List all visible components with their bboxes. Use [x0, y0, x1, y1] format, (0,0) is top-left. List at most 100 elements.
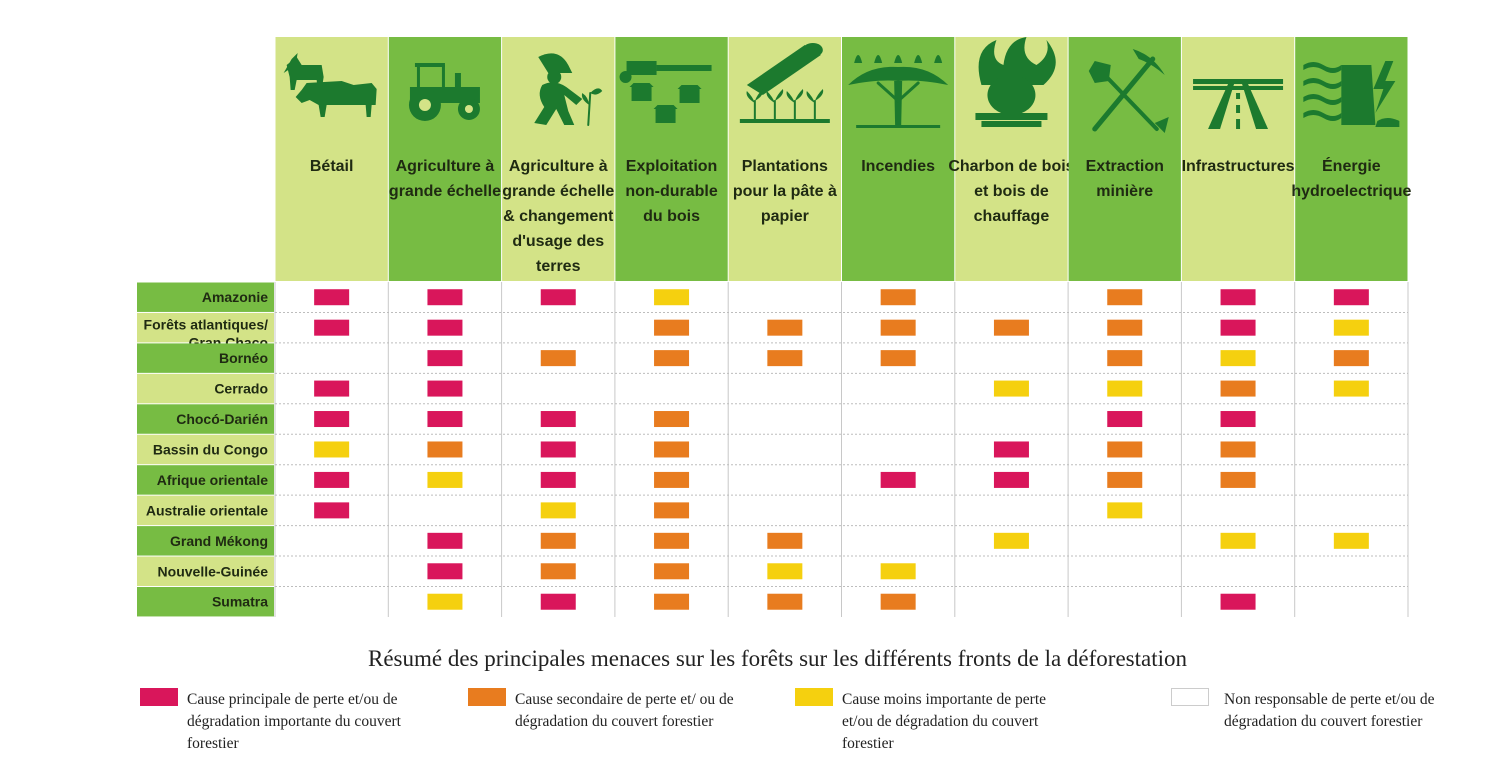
cell-marker-secondary [654, 563, 690, 580]
column-header-bg-8 [1181, 37, 1295, 281]
cell-marker-secondary [1107, 319, 1143, 336]
cell-marker-secondary [1107, 471, 1143, 488]
cell-marker-main [993, 471, 1029, 488]
cell-marker-secondary [427, 441, 463, 458]
cell-marker-main [1107, 411, 1143, 428]
cell-marker-main [427, 563, 463, 580]
pickaxe-shovel-icon [1088, 49, 1169, 133]
cell-marker-secondary [540, 532, 576, 549]
legend-label-main: Cause principale de perte et/ou de dégra… [187, 691, 401, 752]
column-label-6: Charbon de bois et bois de chauffage [948, 158, 1074, 225]
cell-marker-secondary [540, 350, 576, 367]
row-header-bg [137, 312, 274, 343]
tractor-icon [408, 63, 480, 121]
cell-marker-main [427, 350, 463, 367]
cell-marker-secondary [1333, 350, 1369, 367]
cell-marker-main [1220, 319, 1256, 336]
column-label-0: Bétail [310, 158, 354, 175]
row-header-bg [137, 282, 274, 312]
row-label: Sumatra [212, 594, 268, 610]
cell-marker-minor [767, 563, 803, 580]
cell-marker-secondary [540, 563, 576, 580]
cell-marker-minor [993, 532, 1029, 549]
cell-marker-main [540, 471, 576, 488]
column-label-9: Énergie hydroelectrique [1291, 156, 1411, 200]
cell-marker-main [427, 532, 463, 549]
row-header-bg [137, 495, 274, 526]
paper-roll-seedlings-icon [739, 43, 830, 123]
cell-marker-minor [1220, 350, 1256, 367]
livestock-icon [283, 53, 377, 117]
dam-lightning-icon [1303, 61, 1400, 127]
cell-marker-minor [1107, 380, 1143, 397]
cell-marker-secondary [1107, 350, 1143, 367]
cell-marker-main [427, 411, 463, 428]
row-header-bg [137, 343, 274, 373]
highway-icon [1193, 79, 1284, 129]
cell-marker-secondary [1107, 289, 1143, 306]
row-header-bg [137, 587, 274, 617]
cell-marker-minor [314, 441, 350, 458]
cell-marker-secondary [880, 319, 916, 336]
cell-marker-main [993, 441, 1029, 458]
cell-marker-secondary [993, 319, 1029, 336]
cell-marker-main [1220, 289, 1256, 306]
cell-marker-minor [427, 593, 463, 610]
cell-marker-secondary [767, 532, 803, 549]
column-label-2: Agriculture à grande échelle & changement d… [502, 158, 614, 275]
cell-marker-main [314, 502, 350, 519]
column-label-8: Infrastructures [1182, 158, 1295, 175]
row-header-bg [137, 434, 274, 465]
legend-label-none: Non responsable de perte et/ou de dégrad… [1224, 691, 1435, 730]
cell-marker-secondary [1107, 441, 1143, 458]
cell-marker-secondary [654, 319, 690, 336]
cell-marker-minor [1107, 502, 1143, 519]
cell-marker-minor [993, 380, 1029, 397]
cell-marker-main [1333, 289, 1369, 306]
row-header-bg [137, 404, 274, 434]
cell-marker-minor [1333, 532, 1369, 549]
acacia-tree-icon [848, 55, 949, 128]
row-label: Afrique orientale [157, 472, 268, 488]
row-label: Chocó-Darién [176, 411, 268, 427]
cell-marker-minor [654, 289, 690, 306]
legend-swatch-main [140, 688, 178, 706]
row-label: Cerrado [214, 381, 268, 397]
cell-marker-minor [1220, 532, 1256, 549]
threat-matrix-chart: Bétail Agriculture à grande échelleAgricul… [137, 37, 1411, 617]
cooking-pot-fire-icon [975, 37, 1056, 127]
row-label: Amazonie [202, 289, 268, 305]
cell-marker-main [314, 471, 350, 488]
cell-marker-secondary [1220, 441, 1256, 458]
column-header-bg-7 [1068, 37, 1181, 281]
cell-marker-minor [540, 502, 576, 519]
cell-marker-secondary [1220, 471, 1256, 488]
column-label-5: Incendies [861, 158, 935, 175]
cell-marker-main [427, 319, 463, 336]
row-header-bg [137, 373, 274, 404]
cell-marker-secondary [654, 441, 690, 458]
cell-marker-main [880, 471, 916, 488]
legend-swatch-minor [795, 688, 833, 706]
cell-marker-main [314, 289, 350, 306]
cell-marker-minor [1333, 380, 1369, 397]
cell-marker-secondary [654, 411, 690, 428]
column-label-4: Plantations pour la pâte à papier [733, 158, 837, 225]
chainsaw-stumps-icon [619, 61, 712, 123]
cell-marker-main [540, 593, 576, 610]
row-label: Nouvelle-Guinée [158, 563, 269, 579]
row-label: Bassin du Congo [153, 441, 268, 457]
cell-marker-secondary [654, 532, 690, 549]
cell-marker-main [1220, 593, 1256, 610]
column-header-bg-3 [615, 37, 728, 281]
row-header-bg [137, 526, 274, 556]
cell-marker-secondary [767, 593, 803, 610]
legend-swatch-secondary [468, 688, 506, 706]
cell-marker-secondary [654, 593, 690, 610]
cell-marker-secondary [654, 471, 690, 488]
cell-marker-main [314, 411, 350, 428]
cell-marker-secondary [880, 593, 916, 610]
column-label-1: Agriculture à grande échelle [389, 158, 501, 200]
cell-marker-main [540, 289, 576, 306]
cell-marker-minor [1333, 319, 1369, 336]
